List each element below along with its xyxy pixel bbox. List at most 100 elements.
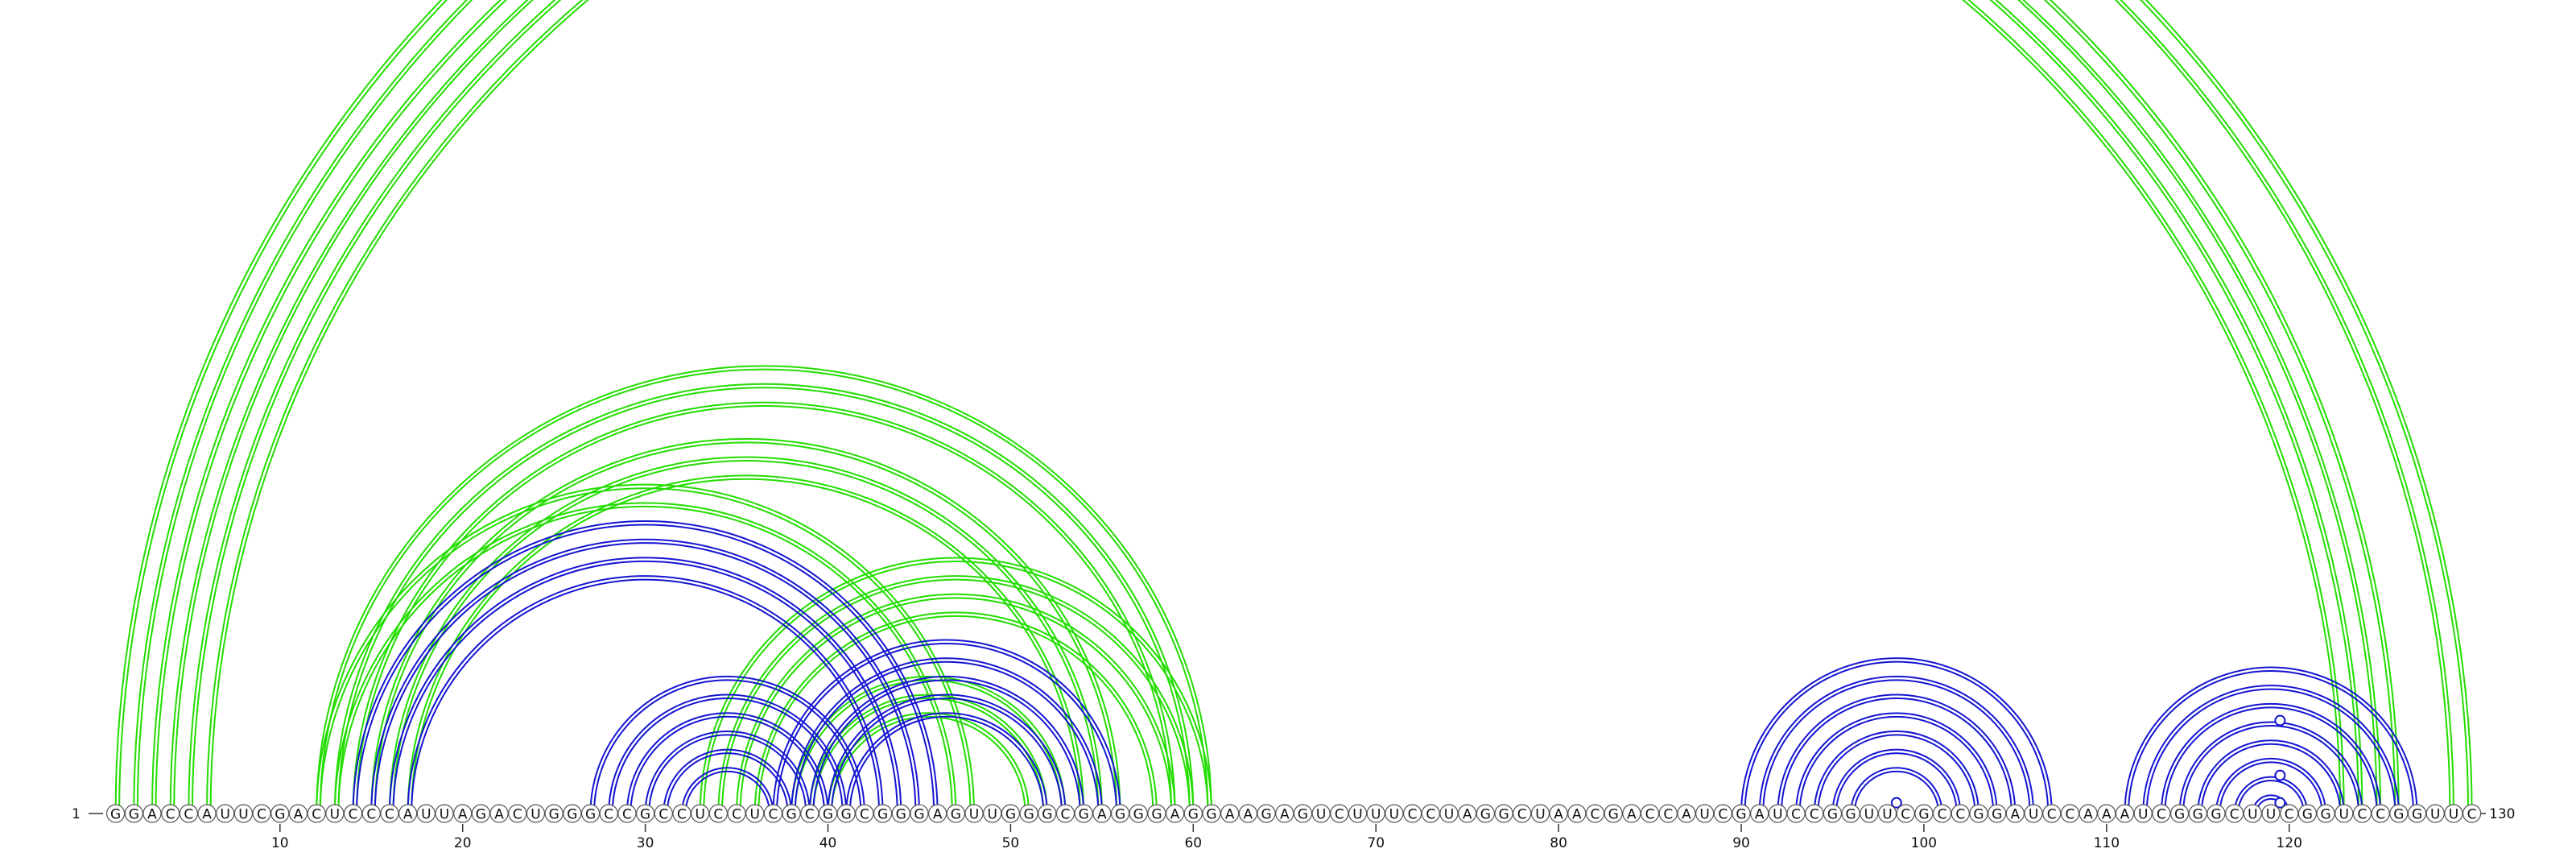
nucleotide-51-circle bbox=[1019, 804, 1038, 823]
nucleotide-50-circle bbox=[1001, 804, 1021, 823]
helix-6-pair-2-line-2 bbox=[337, 505, 953, 814]
nucleotide-95-circle bbox=[1823, 804, 1843, 823]
helix-10-pair-6-line-1 bbox=[680, 767, 774, 814]
tick-label-110: 110 bbox=[2094, 835, 2120, 851]
nucleotide-99: C bbox=[1901, 807, 1910, 823]
nucleotide-64: G bbox=[1261, 807, 1271, 823]
nucleotide-126-circle bbox=[2389, 804, 2409, 823]
nucleotide-49-circle bbox=[983, 804, 1002, 823]
helix-9-pair-4-line-1 bbox=[407, 575, 884, 814]
nucleotide-21-circle bbox=[471, 804, 491, 823]
nucleotide-4-circle bbox=[161, 804, 180, 823]
helix-5-pair-3-line-1 bbox=[407, 474, 1085, 814]
helix-7-pair-3-line-1 bbox=[736, 593, 1176, 814]
helix-13-pair-5-line-1 bbox=[2197, 739, 2345, 814]
nucleotide-55-circle bbox=[1092, 804, 1112, 823]
nucleotide-35: C bbox=[732, 807, 741, 823]
tick-label-70: 70 bbox=[1367, 835, 1385, 851]
nucleotide-69: U bbox=[1352, 807, 1362, 823]
helix-11-pair-1-line-2 bbox=[775, 643, 1118, 814]
nucleotide-39: C bbox=[805, 807, 815, 823]
helix-12-pair-1-line-1 bbox=[1740, 657, 2053, 814]
base-pair-arcs bbox=[116, 0, 2472, 814]
nucleotide-62: A bbox=[1225, 807, 1235, 823]
helix-10-pair-1-line-1 bbox=[589, 675, 865, 814]
nucleotide-96: G bbox=[1846, 807, 1856, 823]
nucleotide-9: C bbox=[257, 807, 266, 823]
nucleotide-76-circle bbox=[1476, 804, 1495, 823]
helix-12-pair-7-line-1 bbox=[1850, 767, 1943, 814]
nucleotide-74-circle bbox=[1439, 804, 1459, 823]
helix-11-pair-4-line-1 bbox=[827, 693, 1067, 814]
nucleotide-28-circle bbox=[599, 804, 618, 823]
helix-12-pair-6-line-2 bbox=[1835, 752, 1958, 814]
nucleotide-10: G bbox=[275, 807, 285, 823]
nucleotide-63-circle bbox=[1238, 804, 1257, 823]
tick-label-60: 60 bbox=[1184, 835, 1202, 851]
nucleotide-123-circle bbox=[2334, 804, 2354, 823]
nucleotide-93: C bbox=[1791, 807, 1801, 823]
helix-11-pair-3-line-1 bbox=[808, 675, 1085, 814]
nucleotide-80-circle bbox=[1549, 804, 1568, 823]
nucleotide-106-circle bbox=[2024, 804, 2043, 823]
helix-12-pair-2-line-2 bbox=[1762, 679, 2031, 814]
nucleotide-92: U bbox=[1773, 807, 1782, 823]
tick-label-20: 20 bbox=[454, 835, 472, 851]
nucleotide-51: G bbox=[1024, 807, 1034, 823]
nucleotide-82: C bbox=[1591, 807, 1600, 823]
helix-10-pair-3-line-2 bbox=[630, 715, 826, 814]
helix-10-pair-6-line-2 bbox=[684, 770, 770, 814]
helix-1-pair-2-line-1 bbox=[133, 0, 2454, 814]
tick-label-80: 80 bbox=[1550, 835, 1567, 851]
helix-2-pair-1-line-2 bbox=[155, 0, 2395, 814]
helix-1-pair-1-line-2 bbox=[119, 0, 2468, 814]
nucleotide-20-circle bbox=[453, 804, 473, 823]
helix-12-pair-2-line-1 bbox=[1758, 675, 2035, 814]
nucleotide-91-circle bbox=[1750, 804, 1769, 823]
nucleotide-18: U bbox=[421, 807, 431, 823]
helix-1-pair-1-line-1 bbox=[116, 0, 2472, 814]
nucleotide-117-circle bbox=[2225, 804, 2244, 823]
nucleotide-129: U bbox=[2449, 807, 2458, 823]
helix-3-pair-2-line-1 bbox=[206, 0, 2345, 814]
nucleotide-106: U bbox=[2029, 807, 2038, 823]
sequence-end-label: 130 bbox=[2489, 806, 2515, 822]
nucleotide-6-circle bbox=[197, 804, 217, 823]
nucleotide-84: A bbox=[1627, 807, 1637, 823]
nucleotide-54: G bbox=[1079, 807, 1089, 823]
nucleotide-105-circle bbox=[2005, 804, 2025, 823]
nucleotide-79-circle bbox=[1530, 804, 1550, 823]
helix-10-pair-5-line-1 bbox=[663, 748, 793, 814]
nucleotide-29: C bbox=[622, 807, 632, 823]
nucleotide-87: A bbox=[1682, 807, 1691, 823]
nucleotide-59-circle bbox=[1166, 804, 1185, 823]
nucleotide-109-circle bbox=[2079, 804, 2098, 823]
nucleotide-116-circle bbox=[2207, 804, 2226, 823]
nucleotide-97: U bbox=[1864, 807, 1874, 823]
nucleotide-128: U bbox=[2430, 807, 2440, 823]
nucleotide-57-circle bbox=[1129, 804, 1148, 823]
nucleotide-42-circle bbox=[855, 804, 874, 823]
helix-2-pair-2-line-2 bbox=[173, 0, 2378, 814]
nucleotide-47-circle bbox=[946, 804, 965, 823]
helix-13-pair-7-line-2 bbox=[2237, 780, 2305, 814]
helix-13-pair-3-line-1 bbox=[2160, 702, 2382, 814]
nucleotide-19-circle bbox=[435, 804, 454, 823]
nucleotide-96-circle bbox=[1841, 804, 1860, 823]
nucleotide-76: G bbox=[1480, 807, 1491, 823]
helix-7-pair-4-line-2 bbox=[758, 615, 1154, 814]
helix-8-pair-2-line-1 bbox=[808, 693, 1048, 814]
tick-label-40: 40 bbox=[819, 835, 837, 851]
nucleotide-40-circle bbox=[818, 804, 838, 823]
nucleotide-54-circle bbox=[1074, 804, 1093, 823]
nucleotide-88-circle bbox=[1695, 804, 1715, 823]
helix-13-pair-1-line-1 bbox=[2124, 666, 2418, 814]
nucleotide-60-circle bbox=[1183, 804, 1203, 823]
nucleotide-124: C bbox=[2358, 807, 2368, 823]
helix-9-pair-1-line-1 bbox=[352, 520, 939, 814]
helix-2-pair-2-line-1 bbox=[169, 0, 2382, 814]
nucleotide-117: C bbox=[2230, 807, 2240, 823]
nucleotide-72: C bbox=[1408, 807, 1418, 823]
nucleotide-101: C bbox=[1938, 807, 1947, 823]
nucleotide-100: G bbox=[1918, 807, 1929, 823]
